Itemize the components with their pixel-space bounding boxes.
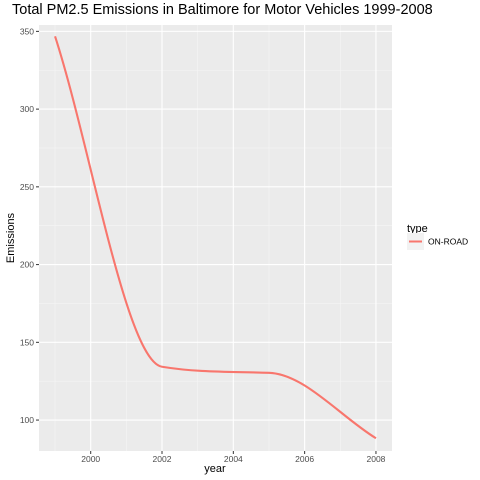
minor-gridlines: [39, 25, 392, 451]
legend-label-on-road: ON-ROAD: [428, 237, 468, 247]
x-tick-label: 2004: [224, 454, 243, 464]
x-tick-label: 2006: [295, 454, 314, 464]
y-tick-label: 250: [20, 182, 34, 192]
y-tick-label: 150: [20, 337, 34, 347]
series-line-on-road: [54, 36, 377, 440]
x-axis: 2000 2002 2004 2006 2008: [81, 451, 386, 464]
plot-panel: [39, 25, 392, 451]
y-tick-label: 350: [20, 26, 34, 36]
y-tick-label: 200: [20, 260, 34, 270]
legend-title: type: [407, 223, 428, 235]
y-axis-title: Emissions: [5, 212, 17, 263]
series-layer: [54, 36, 377, 440]
y-axis: 100 150 200 250 300 350: [20, 26, 39, 425]
x-axis-title: year: [204, 463, 226, 475]
x-tick-label: 2000: [81, 454, 100, 464]
y-tick-label: 100: [20, 415, 34, 425]
major-gridlines: [39, 25, 392, 451]
x-tick-label: 2008: [366, 454, 385, 464]
x-tick-label: 2002: [153, 454, 172, 464]
y-tick-label: 300: [20, 104, 34, 114]
chart-title: Total PM2.5 Emissions in Baltimore for M…: [12, 2, 433, 18]
legend: type ON-ROAD: [407, 223, 468, 250]
